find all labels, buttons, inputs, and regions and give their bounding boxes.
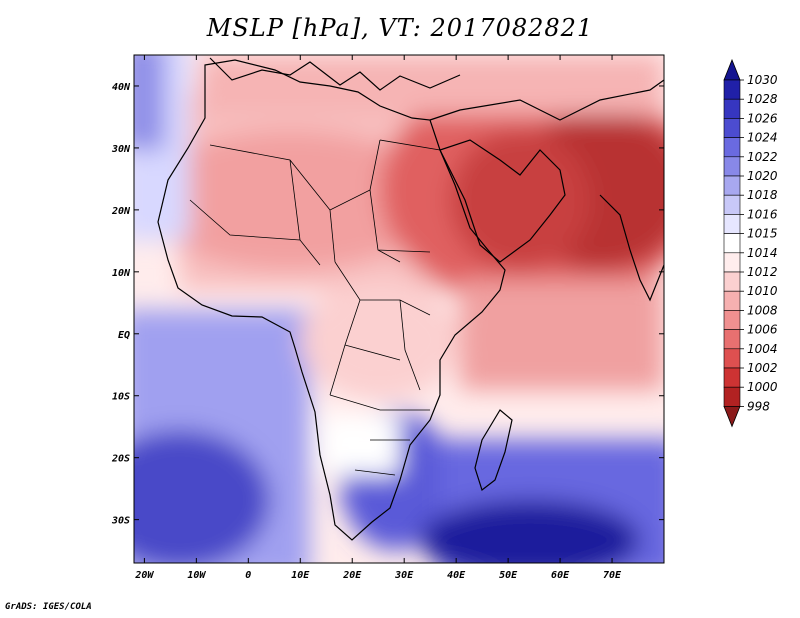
field-sahel-trough (140, 130, 440, 270)
y-tick-label: 40N (112, 82, 131, 93)
y-tick-label: 30N (111, 144, 131, 155)
y-tick-label: 20S (111, 454, 130, 465)
colorbar-box (723, 310, 741, 330)
colorbar-box (723, 367, 741, 388)
x-tick-label: 70E (603, 570, 622, 581)
colorbar-max-arrow (723, 58, 741, 81)
x-tick-label: 40E (447, 570, 466, 581)
colorbar-label: 1010 (747, 284, 778, 298)
colorbar-label: 1014 (747, 246, 778, 260)
field-gulf-low (450, 130, 590, 270)
colorbar-box (723, 156, 741, 177)
colorbar-label: 1002 (747, 361, 778, 375)
colorbar-box (723, 175, 741, 196)
country-borders (189, 139, 441, 476)
field-arabian-sea (460, 280, 664, 390)
x-tick-label: 10W (187, 570, 206, 581)
field-mascarene-high (420, 500, 640, 563)
y-axis: 40N 30N 20N 10N EQ 10S 20S 30S (111, 82, 664, 527)
field-central-africa (300, 280, 460, 400)
colorbar-label: 1015 (747, 227, 778, 241)
colorbar-box (723, 214, 741, 234)
y-tick-label: 10S (112, 392, 130, 403)
arabia-coastline (429, 79, 664, 263)
colorbar-box (723, 271, 741, 292)
colorbar-label: 1016 (747, 207, 778, 221)
colorbar-label: 1012 (747, 265, 778, 279)
x-tick-label: 30E (394, 570, 414, 581)
chart-title: MSLP [hPa], VT: 2017082821 (206, 14, 594, 42)
x-tick-label: 20E (342, 570, 362, 581)
colorbar: 1030 1028 1026 1024 1022 1020 1018 1016 1015 1014… (723, 58, 778, 428)
y-tick-label: 20N (111, 206, 131, 217)
colorbar-label: 1006 (747, 323, 778, 337)
colorbar-box (723, 329, 741, 350)
colorbar-box (723, 79, 741, 100)
europe-coastline (209, 57, 461, 91)
y-tick-label: EQ (118, 330, 130, 341)
colorbar-label: 1024 (747, 131, 778, 145)
colorbar-box (723, 233, 741, 254)
india-coastline (599, 194, 664, 302)
colorbar-box (723, 137, 741, 158)
colorbar-box (723, 252, 741, 273)
x-tick-label: 60E (551, 570, 570, 581)
colorbar-label: 1000 (747, 380, 778, 394)
x-tick-label: 10E (291, 570, 310, 581)
colorbar-label: 1022 (747, 150, 778, 164)
colorbar-label: 1008 (747, 303, 778, 317)
field-azores-high (134, 55, 165, 150)
colorbar-label: 1028 (747, 92, 778, 106)
colorbar-box (723, 348, 741, 369)
x-axis: 20W 10W 0 10E 20E 30E 40E 50E 60E 70E (134, 55, 622, 581)
x-tick-label: 20W (134, 570, 154, 581)
field-st-helena-high (134, 430, 270, 563)
coastlines (157, 57, 664, 541)
colorbar-label: 1018 (747, 188, 778, 202)
x-tick-label: 50E (499, 570, 518, 581)
plot-frame (133, 54, 665, 564)
pressure-field (134, 55, 664, 563)
madagascar-coastline (474, 409, 513, 491)
colorbar-label: 1004 (747, 342, 778, 356)
field-mediterranean (200, 55, 664, 115)
colorbar-label: 1030 (747, 73, 778, 87)
field-zambia-ridge (320, 415, 400, 475)
y-tick-label: 10N (112, 268, 131, 279)
colorbar-box (723, 290, 741, 311)
colorbar-label: 1026 (747, 111, 778, 125)
colorbar-label: 998 (747, 399, 770, 413)
grads-credit: GrADS: IGES/COLA (5, 602, 92, 612)
colorbar-label: 1020 (747, 169, 778, 183)
colorbar-box (723, 118, 741, 138)
colorbar-box (723, 386, 741, 407)
africa-coastline (157, 59, 506, 541)
colorbar-min-arrow (723, 405, 741, 428)
x-tick-label: 0 (245, 570, 251, 581)
colorbar-box (723, 98, 741, 119)
colorbar-box (723, 194, 741, 215)
y-tick-label: 30S (111, 516, 130, 527)
